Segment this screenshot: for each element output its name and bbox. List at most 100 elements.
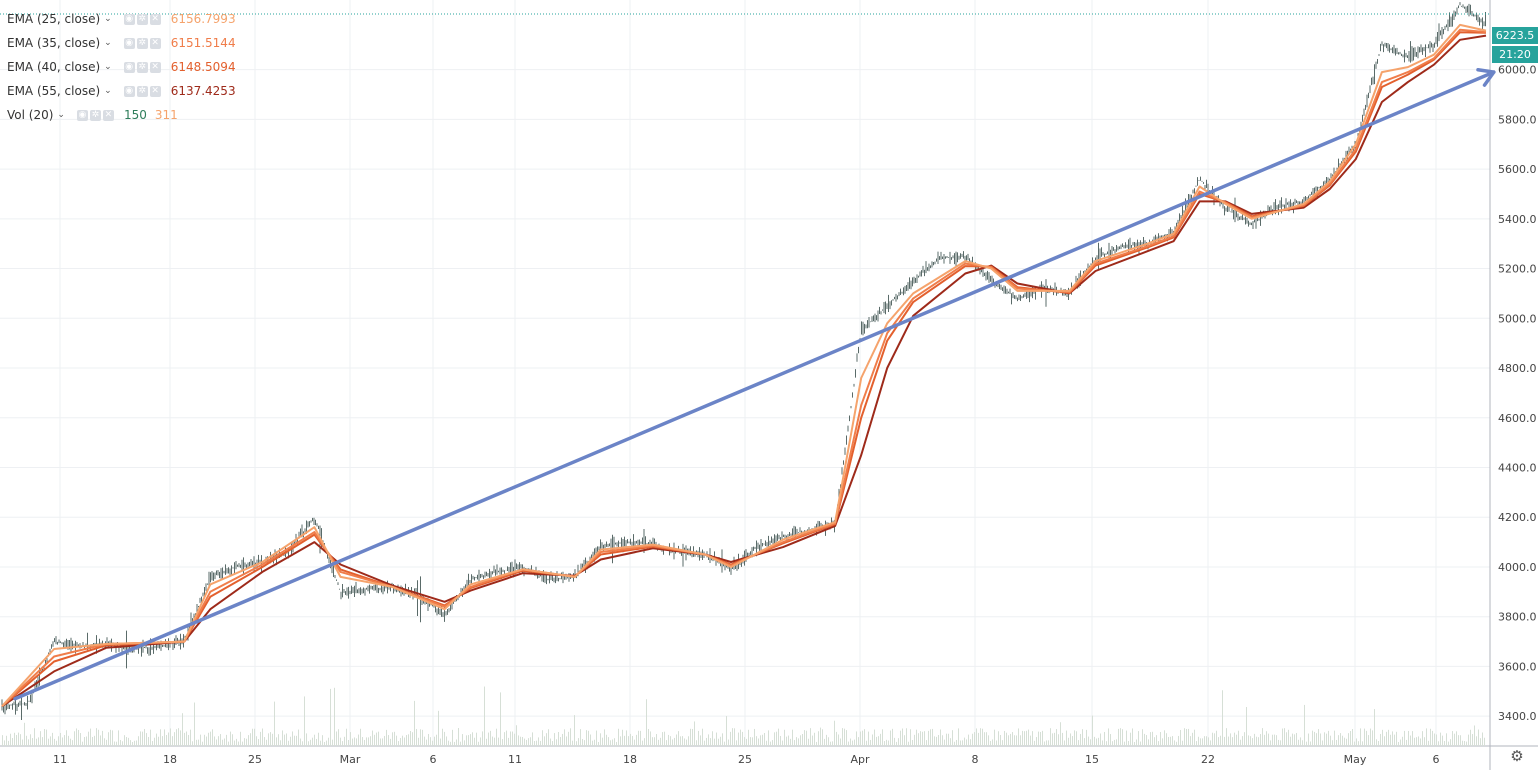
volume-bar — [1336, 739, 1337, 746]
volume-bar — [844, 728, 845, 746]
volume-bar — [474, 737, 475, 746]
volume-bar — [984, 732, 985, 746]
volume-bar — [1480, 738, 1481, 746]
volume-bar — [94, 735, 95, 746]
eye-icon[interactable]: ◉ — [123, 13, 135, 25]
volume-bar — [606, 734, 607, 746]
volume-bar — [1416, 737, 1417, 746]
volume-bar — [66, 730, 67, 746]
volume-bar — [422, 729, 423, 746]
volume-bar — [832, 741, 833, 746]
volume-bar — [920, 731, 921, 746]
gear-icon[interactable]: ⚙ — [1510, 748, 1524, 765]
chevron-down-icon[interactable]: ⌄ — [104, 14, 112, 24]
chevron-down-icon[interactable]: ⌄ — [57, 110, 65, 120]
close-icon[interactable]: ✕ — [102, 109, 114, 121]
volume-bar — [434, 736, 435, 746]
volume-bar — [840, 738, 841, 746]
volume-bar — [1340, 733, 1341, 746]
volume-bar — [1090, 739, 1091, 746]
ema-line — [1, 31, 1487, 707]
volume-bar — [1276, 735, 1277, 746]
eye-icon[interactable]: ◉ — [76, 109, 88, 121]
y-tick-label: 3600.0 — [1498, 660, 1537, 673]
volume-bar — [286, 733, 287, 746]
legend-row[interactable]: EMA (55, close) ⌄ ◉ ✲ ✕ 6137.4253 — [7, 79, 236, 103]
volume-bar — [812, 735, 813, 746]
volume-bar — [1344, 737, 1345, 746]
volume-bar — [1182, 740, 1183, 746]
volume-bar — [796, 737, 797, 746]
chevron-down-icon[interactable]: ⌄ — [104, 86, 112, 96]
volume-bar — [846, 730, 847, 746]
y-tick-label: 4200.0 — [1498, 511, 1537, 524]
volume-bar — [448, 740, 449, 746]
volume-bar — [1040, 731, 1041, 746]
settings-icon[interactable]: ✲ — [136, 13, 148, 25]
volume-bar — [228, 741, 229, 746]
legend-row[interactable]: EMA (35, close) ⌄ ◉ ✲ ✕ 6151.5144 — [7, 31, 236, 55]
legend-name: EMA (40, close) — [7, 60, 101, 74]
x-tick-label: 11 — [508, 753, 522, 766]
volume-bar — [1102, 740, 1103, 746]
volume-bar — [1064, 740, 1065, 746]
volume-bar — [234, 740, 235, 746]
chevron-down-icon[interactable]: ⌄ — [104, 62, 112, 72]
volume-bar — [188, 734, 189, 746]
close-icon[interactable]: ✕ — [149, 61, 161, 73]
close-icon[interactable]: ✕ — [149, 13, 161, 25]
legend-row[interactable]: Vol (20) ⌄ ◉ ✲ ✕ 150 311 — [7, 103, 236, 127]
settings-icon[interactable]: ✲ — [136, 37, 148, 49]
settings-icon[interactable]: ✲ — [136, 85, 148, 97]
volume-bar — [14, 732, 15, 746]
volume-bar — [692, 728, 693, 746]
volume-bar — [404, 737, 405, 746]
legend-row[interactable]: EMA (25, close) ⌄ ◉ ✲ ✕ 6156.7993 — [7, 7, 236, 31]
volume-bar — [1350, 730, 1351, 746]
volume-bar — [908, 741, 909, 746]
settings-icon[interactable]: ✲ — [89, 109, 101, 121]
volume-bar — [502, 739, 503, 746]
volume-bar — [1056, 729, 1057, 746]
eye-icon[interactable]: ◉ — [123, 85, 135, 97]
settings-icon[interactable]: ✲ — [136, 61, 148, 73]
volume-bar — [942, 735, 943, 746]
volume-bar — [760, 735, 761, 746]
volume-bar — [694, 721, 695, 746]
volume-bar — [1250, 736, 1251, 746]
volume-bar — [1004, 730, 1005, 746]
volume-bar — [1156, 735, 1157, 746]
volume-bar — [150, 729, 151, 746]
close-icon[interactable]: ✕ — [149, 37, 161, 49]
volume-bar — [208, 732, 209, 746]
volume-bar — [584, 740, 585, 746]
close-icon[interactable]: ✕ — [149, 85, 161, 97]
eye-icon[interactable]: ◉ — [123, 61, 135, 73]
volume-bar — [548, 729, 549, 746]
volume-bar — [362, 737, 363, 746]
volume-bar — [814, 732, 815, 746]
volume-bar — [1478, 729, 1479, 746]
volume-bar — [1326, 733, 1327, 746]
volume-bar — [600, 733, 601, 746]
volume-bar — [138, 736, 139, 746]
volume-bar — [276, 737, 277, 746]
volume-bar — [1248, 735, 1249, 746]
volume-bar — [1304, 704, 1305, 746]
legend-row[interactable]: EMA (40, close) ⌄ ◉ ✲ ✕ 6148.5094 — [7, 55, 236, 79]
volume-bar — [1324, 732, 1325, 746]
y-tick-label: 4800.0 — [1498, 362, 1537, 375]
volume-bar — [580, 729, 581, 746]
volume-bar — [1054, 732, 1055, 746]
volume-bar — [264, 737, 265, 746]
volume-bar — [1232, 737, 1233, 746]
volume-bar — [1338, 735, 1339, 746]
volume-bar — [1024, 731, 1025, 746]
volume-bar — [994, 729, 995, 746]
volume-bar — [1422, 731, 1423, 746]
chevron-down-icon[interactable]: ⌄ — [104, 38, 112, 48]
eye-icon[interactable]: ◉ — [123, 37, 135, 49]
volume-bar — [382, 738, 383, 746]
volume-bar — [468, 735, 469, 746]
